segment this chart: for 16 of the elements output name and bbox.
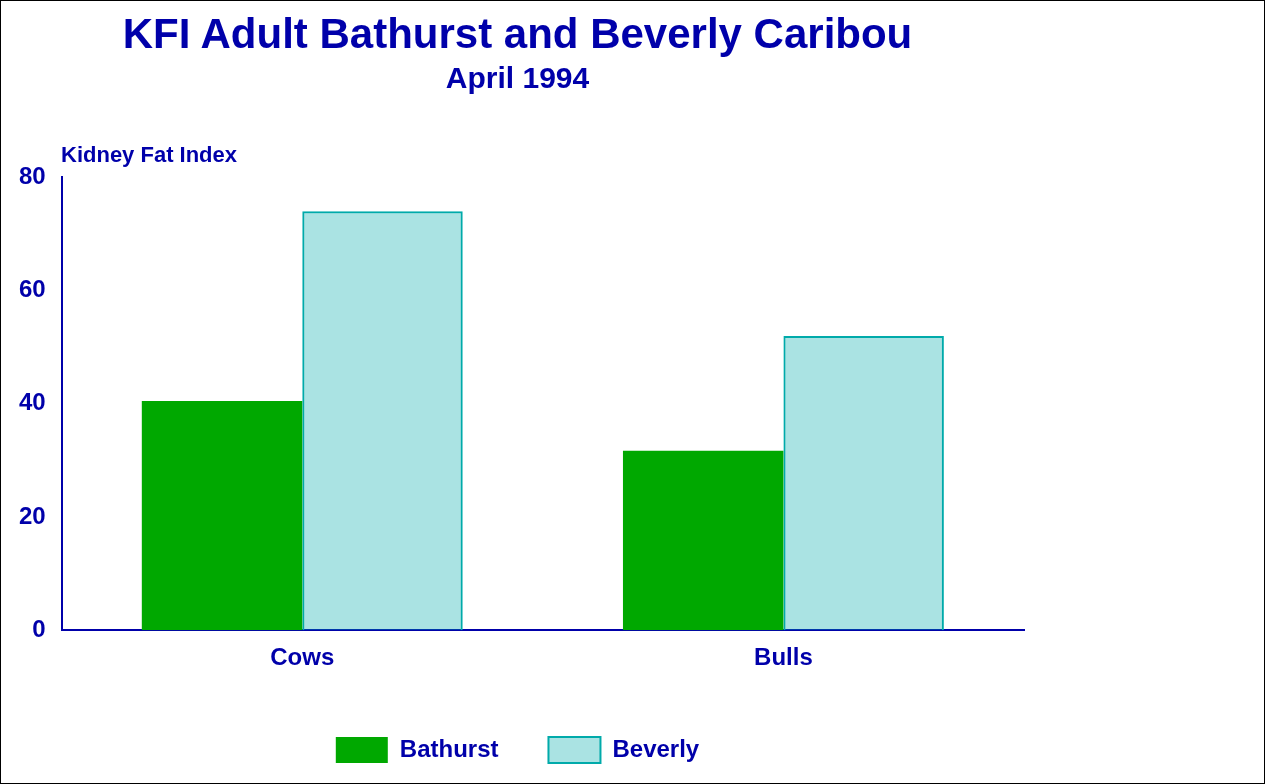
bar <box>783 335 944 631</box>
bar <box>141 400 303 631</box>
y-tick-label: 0 <box>32 614 46 642</box>
x-tick-label: Cows <box>270 643 335 671</box>
chart-subtitle: April 1994 <box>445 60 590 94</box>
bar <box>622 450 784 631</box>
y-tick-label: 20 <box>18 501 46 529</box>
y-axis-title: Kidney Fat Index <box>61 142 238 168</box>
legend-label: Beverly <box>612 734 700 762</box>
legend-label: Bathurst <box>399 734 499 762</box>
x-tick-label: Bulls <box>754 643 813 671</box>
y-tick-label: 60 <box>18 275 46 303</box>
y-tick-label: 40 <box>18 388 46 416</box>
bar <box>302 211 463 631</box>
chart-title: KFI Adult Bathurst and Beverly Caribou <box>122 9 913 57</box>
y-tick-label: 80 <box>18 162 46 190</box>
